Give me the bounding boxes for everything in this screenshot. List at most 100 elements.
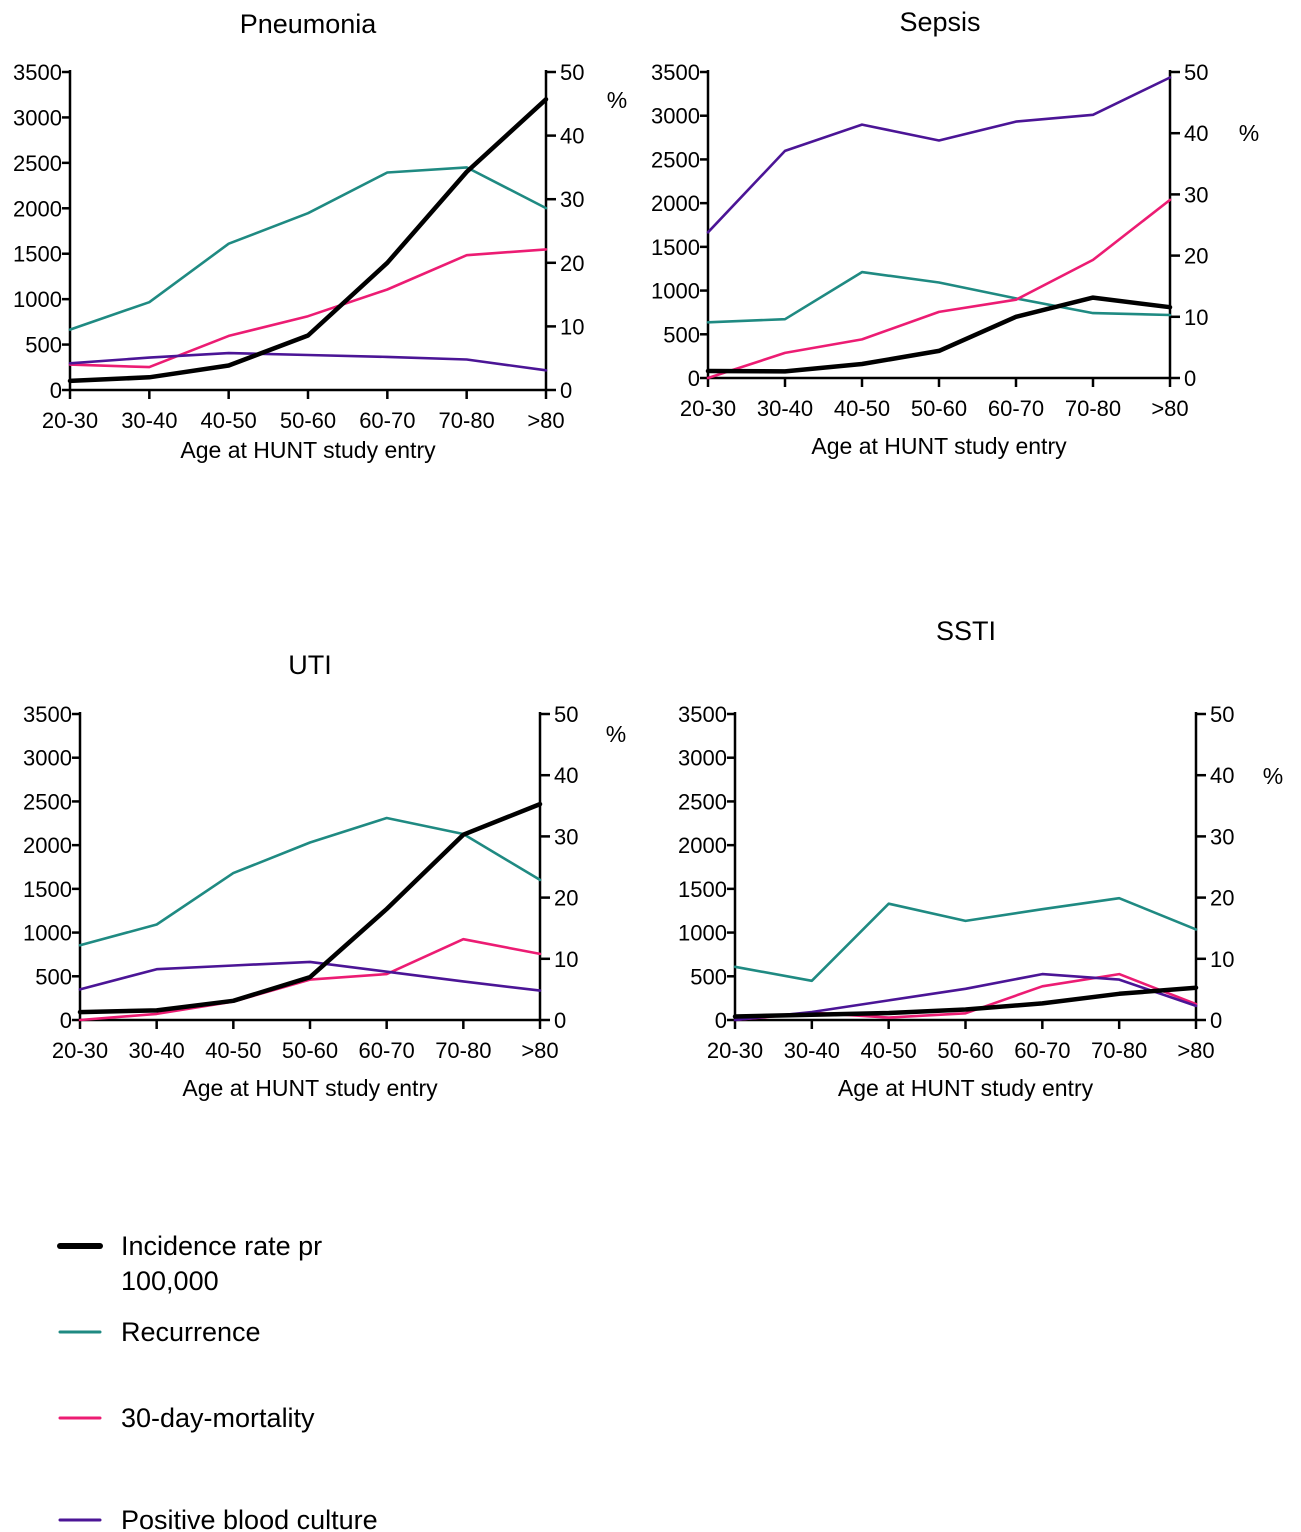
x-axis-tick-label: 50-60 bbox=[280, 408, 336, 433]
right-axis-unit-label: % bbox=[1239, 120, 1259, 146]
legend-label-line2: 100,000 bbox=[121, 1266, 219, 1296]
series-line-mortality bbox=[68, 248, 548, 369]
legend: Incidence rate pr 100,000 Recurrence 30-day… bbox=[57, 1231, 378, 1532]
x-axis-label: Age at HUNT study entry bbox=[811, 433, 1067, 459]
x-axis-tick-label: 20-30 bbox=[707, 1038, 763, 1063]
right-axis-tick-label: 20 bbox=[560, 251, 584, 276]
legend-item-blood_culture: Positive blood culture bbox=[58, 1505, 378, 1532]
legend-item-mortality: 30-day-mortality bbox=[58, 1403, 315, 1433]
right-axis-tick-label: 10 bbox=[1184, 305, 1208, 330]
right-axis-tick-label: 20 bbox=[554, 886, 578, 911]
right-axis-tick-label: 30 bbox=[1184, 182, 1208, 207]
series-line-incidence bbox=[732, 985, 1199, 1019]
right-axis-unit-label: % bbox=[606, 721, 626, 747]
x-axis-tick-label: 30-40 bbox=[784, 1038, 840, 1063]
chart-panel-sepsis: Sepsis 0 500 1000 1500 2000 2500 3000 3500 0 10 20 3… bbox=[651, 7, 1259, 459]
left-axis-tick-label: 2500 bbox=[13, 151, 62, 176]
series-line-recurrence bbox=[733, 896, 1198, 983]
x-axis-tick-label: 40-50 bbox=[834, 396, 890, 421]
x-axis-tick-label: 60-70 bbox=[359, 408, 415, 433]
right-axis-tick-label: 30 bbox=[560, 187, 584, 212]
x-axis-tick-label: 50-60 bbox=[282, 1038, 338, 1063]
left-axis-tick-label: 1000 bbox=[651, 279, 700, 304]
series-line-recurrence bbox=[68, 166, 548, 331]
x-axis-tick-label: 70-80 bbox=[1065, 396, 1121, 421]
left-axis-tick-label: 3500 bbox=[23, 702, 72, 727]
legend-label: 30-day-mortality bbox=[121, 1403, 315, 1433]
left-axis-tick-label: 500 bbox=[690, 964, 727, 989]
left-axis-tick-label: 0 bbox=[715, 1008, 727, 1033]
left-axis-tick-label: 3000 bbox=[23, 746, 72, 771]
x-axis-tick-label: 60-70 bbox=[359, 1038, 415, 1063]
right-axis-tick-label: 50 bbox=[1184, 60, 1208, 85]
x-axis-tick-label: >80 bbox=[521, 1038, 558, 1063]
chart-panel-uti: UTI 0 500 1000 1500 2000 2500 3000 3500 0 10 20 30 40… bbox=[23, 650, 626, 1101]
left-axis-tick-label: 2000 bbox=[651, 191, 700, 216]
left-axis-tick-label: 1000 bbox=[678, 921, 727, 946]
x-axis-tick-label: >80 bbox=[527, 408, 564, 433]
x-axis-tick-label: 70-80 bbox=[439, 408, 495, 433]
right-axis-tick-label: 30 bbox=[1210, 824, 1234, 849]
left-axis-tick-label: 2000 bbox=[678, 833, 727, 858]
x-axis-tick-label: 40-50 bbox=[205, 1038, 261, 1063]
left-axis-tick-label: 500 bbox=[663, 322, 700, 347]
chart-title: SSTI bbox=[936, 616, 996, 646]
left-axis-tick-label: 3000 bbox=[678, 746, 727, 771]
left-axis-tick-label: 1000 bbox=[13, 287, 62, 312]
left-axis-tick-label: 1500 bbox=[13, 242, 62, 267]
left-axis-tick-label: 500 bbox=[35, 964, 72, 989]
legend-item-recurrence: Recurrence bbox=[58, 1317, 261, 1347]
series-line-blood_culture bbox=[78, 960, 542, 992]
series-line-recurrence bbox=[78, 816, 542, 947]
right-axis-tick-label: 40 bbox=[554, 763, 578, 788]
left-axis-tick-label: 1500 bbox=[23, 877, 72, 902]
right-axis-unit-label: % bbox=[607, 87, 627, 113]
series-line-incidence bbox=[77, 801, 543, 1015]
series-line-blood_culture bbox=[733, 972, 1198, 1022]
chart-panel-pneumonia: Pneumonia 0 500 1000 1500 2000 2500 3000 3500 0 10… bbox=[13, 9, 627, 463]
legend-label: Recurrence bbox=[121, 1317, 261, 1347]
series-line-mortality bbox=[706, 198, 1172, 380]
left-axis-tick-label: 1000 bbox=[23, 921, 72, 946]
left-axis-tick-label: 3500 bbox=[13, 60, 62, 85]
x-axis-tick-label: 50-60 bbox=[937, 1038, 993, 1063]
left-axis-tick-label: 0 bbox=[50, 378, 62, 403]
right-axis-tick-label: 20 bbox=[1210, 886, 1234, 911]
left-axis-tick-label: 3000 bbox=[13, 105, 62, 130]
right-axis-tick-label: 10 bbox=[560, 314, 584, 339]
x-axis-tick-label: 20-30 bbox=[42, 408, 98, 433]
right-axis-tick-label: 20 bbox=[1184, 244, 1208, 269]
x-axis-tick-label: >80 bbox=[1177, 1038, 1214, 1063]
right-axis-tick-label: 0 bbox=[1210, 1008, 1222, 1033]
right-axis-tick-label: 0 bbox=[1184, 366, 1196, 391]
x-axis-tick-label: 30-40 bbox=[129, 1038, 185, 1063]
x-axis-label: Age at HUNT study entry bbox=[180, 437, 436, 463]
right-axis-tick-label: 50 bbox=[554, 702, 578, 727]
left-axis-tick-label: 0 bbox=[688, 366, 700, 391]
left-axis-tick-label: 2000 bbox=[23, 833, 72, 858]
left-axis-tick-label: 2000 bbox=[13, 196, 62, 221]
x-axis-label: Age at HUNT study entry bbox=[838, 1075, 1094, 1101]
x-axis-tick-label: 70-80 bbox=[435, 1038, 491, 1063]
right-axis-tick-label: 10 bbox=[554, 947, 578, 972]
series-line-blood_culture bbox=[68, 351, 548, 372]
x-axis-tick-label: 60-70 bbox=[988, 396, 1044, 421]
chart-title: UTI bbox=[288, 650, 332, 680]
chart-title: Sepsis bbox=[899, 7, 980, 37]
right-axis-tick-label: 40 bbox=[560, 124, 584, 149]
right-axis-tick-label: 50 bbox=[1210, 702, 1234, 727]
x-axis-label: Age at HUNT study entry bbox=[182, 1075, 438, 1101]
x-axis-tick-label: 20-30 bbox=[680, 396, 736, 421]
legend-label: Positive blood culture bbox=[121, 1505, 378, 1532]
chart-panel-ssti: SSTI 0 500 1000 1500 2000 2500 3000 3500 0 10 20 30 4… bbox=[678, 616, 1283, 1101]
x-axis-tick-label: 30-40 bbox=[757, 396, 813, 421]
left-axis-tick-label: 500 bbox=[25, 333, 62, 358]
x-axis-tick-label: >80 bbox=[1151, 396, 1188, 421]
legend-label: Incidence rate pr bbox=[121, 1231, 322, 1261]
series-line-recurrence bbox=[706, 270, 1172, 324]
x-axis-tick-label: 60-70 bbox=[1014, 1038, 1070, 1063]
left-axis-tick-label: 3500 bbox=[651, 60, 700, 85]
right-axis-tick-label: 0 bbox=[560, 378, 572, 403]
left-axis-tick-label: 2500 bbox=[678, 789, 727, 814]
